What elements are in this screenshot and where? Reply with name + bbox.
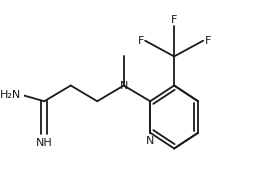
Text: N: N [146, 136, 154, 146]
Text: F: F [171, 15, 177, 25]
Text: H₂N: H₂N [0, 90, 22, 100]
Text: N: N [120, 81, 128, 90]
Text: F: F [204, 36, 211, 46]
Text: F: F [137, 36, 144, 46]
Text: NH: NH [36, 138, 53, 148]
